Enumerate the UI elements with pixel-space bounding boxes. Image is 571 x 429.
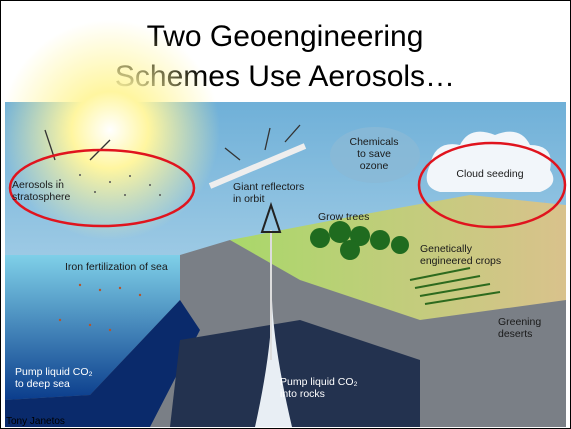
scene-label: Grow trees xyxy=(318,211,369,223)
scene-label: Iron fertilization of sea xyxy=(65,261,168,273)
scene-label: to save xyxy=(357,148,391,160)
scene-label: Greening xyxy=(498,316,541,328)
title-line: Two Geoengineering xyxy=(147,20,424,53)
credit: Tony Janetos xyxy=(6,416,65,427)
scene-label: Pump liquid CO₂ xyxy=(15,366,93,378)
scene-label: stratosphere xyxy=(12,191,71,203)
scene-label: deserts xyxy=(498,328,532,340)
scene-label: Genetically xyxy=(420,243,473,255)
scene-label: Giant reflectors xyxy=(233,181,304,193)
scene-label: into rocks xyxy=(280,388,325,400)
page: {"slide": { "title_lines": ["Two Geoengi… xyxy=(0,0,571,429)
scene-label: in orbit xyxy=(233,193,265,205)
scene-label: ozone xyxy=(360,160,389,172)
scene-label: Aerosols in xyxy=(12,179,64,191)
scene-label: to deep sea xyxy=(15,378,70,390)
scene-label: Chemicals xyxy=(349,136,398,148)
scene-label: Pump liquid CO₂ xyxy=(280,376,358,388)
scene-label: engineered crops xyxy=(420,255,501,267)
scene-label: Cloud seeding xyxy=(456,168,523,180)
slide: Two Geoengineering Schemes Use Aerosols… xyxy=(0,0,571,429)
